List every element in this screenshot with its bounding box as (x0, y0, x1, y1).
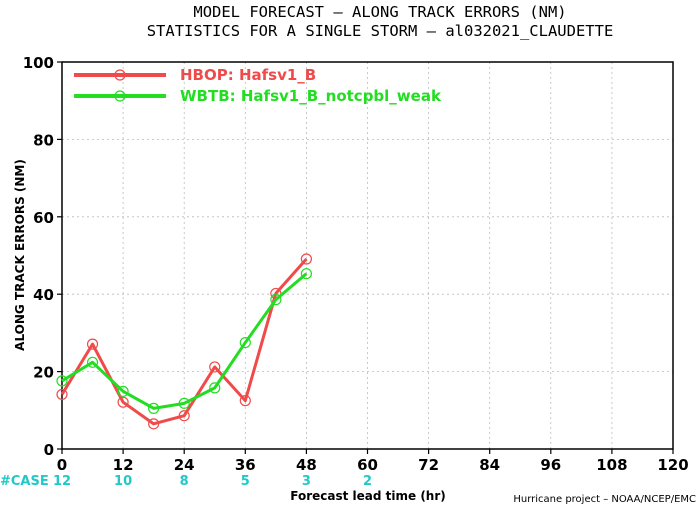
data-point-hbop (209, 361, 221, 373)
y-tick-label: 60 (33, 209, 54, 227)
case-count-value: 10 (114, 474, 132, 489)
plot-frame (61, 61, 674, 450)
series-line-wbtb (61, 272, 308, 410)
credit-text: Hurricane project – NOAA/NCEP/EMC (513, 494, 696, 505)
x-tick-label: 0 (57, 456, 67, 474)
data-point-hbop (300, 253, 312, 265)
case-count-value: 3 (302, 474, 311, 489)
x-tick-label: 48 (296, 456, 317, 474)
data-point-hbop (56, 388, 68, 401)
case-count-value: 8 (180, 474, 189, 489)
x-tick-label: 96 (540, 456, 561, 474)
data-point-hbop (178, 410, 190, 422)
case-header-label: #CASE (0, 474, 49, 489)
x-tick-label: 12 (113, 456, 134, 474)
x-axis: 0 12 24 36 48 60 72 84 96 108 120 (57, 449, 689, 474)
chart-subtitle: STATISTICS FOR A SINGLE STORM – al032021… (147, 22, 614, 40)
y-axis: 0 20 40 60 80 100 (23, 54, 62, 459)
x-tick-label: 24 (174, 456, 195, 474)
data-point-wbtb (86, 356, 99, 368)
legend: HBOP: Hafsv1_B WBTB: Hafsv1_B_notcpbl_wea… (74, 66, 442, 105)
data-point-hbop (86, 338, 99, 350)
data-point-hbop (239, 395, 251, 407)
data-point-wbtb (117, 385, 129, 397)
legend-marker-wbtb (114, 90, 126, 102)
y-tick-label: 0 (44, 441, 54, 459)
y-tick-label: 40 (33, 286, 54, 304)
data-point-hbop (148, 418, 160, 430)
x-tick-label: 72 (418, 456, 439, 474)
case-count-row: #CASE 12 10 8 5 3 2 (0, 474, 372, 489)
case-count-value: 5 (241, 474, 250, 489)
x-tick-label: 108 (596, 456, 627, 474)
data-point-wbtb (239, 336, 251, 349)
case-count-value: 2 (363, 474, 372, 489)
data-point-wbtb (148, 402, 160, 414)
x-tick-label: 36 (235, 456, 256, 474)
series-layer (56, 253, 312, 430)
data-point-wbtb (56, 375, 68, 387)
legend-label-wbtb: WBTB: Hafsv1_B_notcpbl_weak (180, 87, 442, 105)
chart-title: MODEL FORECAST – ALONG TRACK ERRORS (NM) (193, 3, 566, 21)
case-count-value: 12 (53, 474, 71, 489)
y-axis-label: ALONG TRACK ERRORS (NM) (13, 159, 27, 351)
y-tick-label: 20 (33, 364, 54, 382)
series-line-hbop (60, 257, 308, 426)
x-axis-label: Forecast lead time (hr) (290, 489, 446, 503)
x-tick-label: 84 (479, 456, 500, 474)
data-point-hbop (117, 396, 129, 408)
grid-lines (62, 62, 673, 449)
data-point-wbtb (178, 397, 190, 409)
x-tick-label: 120 (657, 456, 688, 474)
data-point-wbtb (270, 294, 282, 306)
x-tick-label: 60 (357, 456, 378, 474)
data-point-wbtb (300, 268, 312, 280)
y-tick-label: 80 (33, 131, 54, 149)
data-point-wbtb (209, 382, 221, 394)
y-tick-label: 100 (23, 54, 54, 72)
legend-label-hbop: HBOP: Hafsv1_B (180, 66, 316, 84)
legend-marker-hbop (114, 69, 126, 81)
